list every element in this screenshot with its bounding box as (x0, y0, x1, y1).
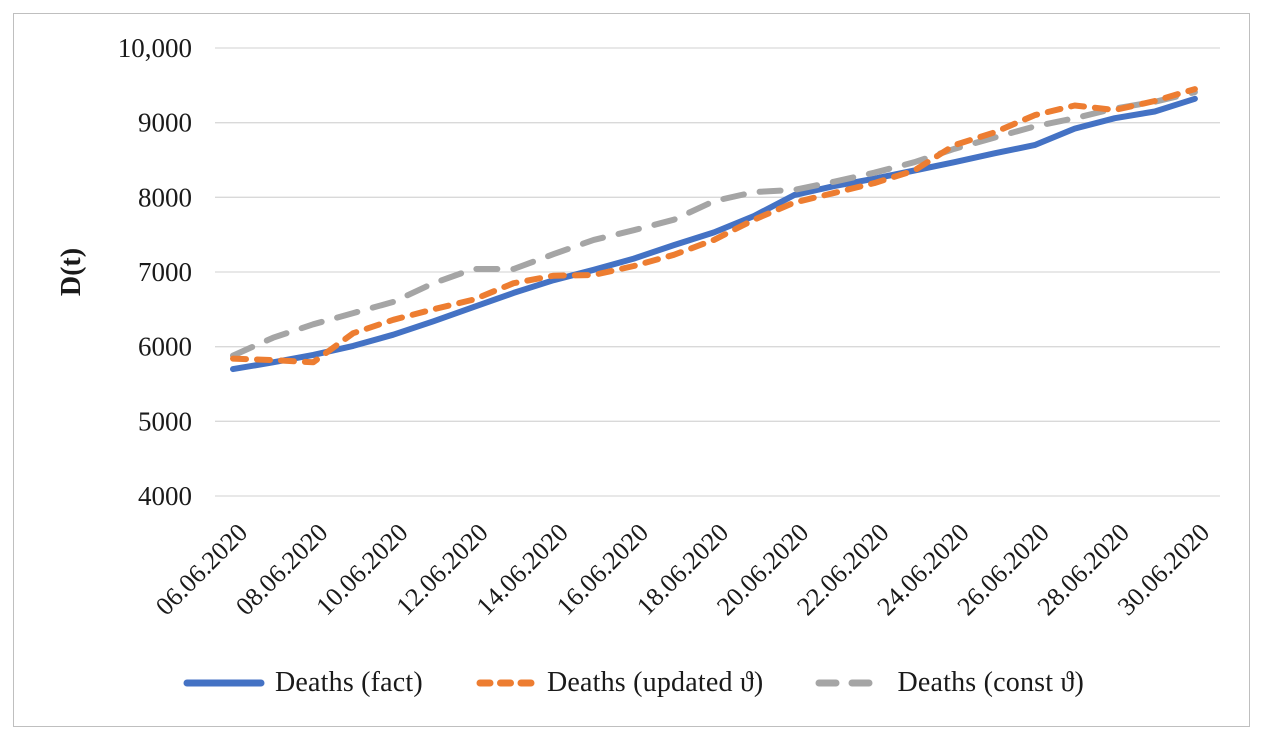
legend: Deaths (fact) Deaths (updated ϑ) Deaths … (0, 657, 1267, 709)
legend-item-deaths-fact: Deaths (fact) (183, 667, 423, 699)
short-dash-line-swatch (476, 679, 536, 687)
y-tick-label: 7000 (138, 257, 192, 287)
legend-item-deaths-updated: Deaths (updated ϑ) (475, 667, 764, 699)
y-tick-label: 8000 (138, 182, 192, 212)
series-line-2 (230, 86, 1198, 366)
legend-label: Deaths (const ϑ) (897, 667, 1085, 698)
y-tick-label: 4000 (138, 481, 192, 511)
series-line-1 (230, 95, 1198, 373)
legend-item-deaths-const: Deaths (const ϑ) (815, 667, 1084, 699)
y-tick-label: 5000 (138, 406, 192, 436)
solid-line-swatch (183, 679, 265, 687)
y-tick-label: 9000 (138, 108, 192, 138)
long-dash-line-swatch (815, 679, 887, 687)
chart-border (13, 13, 1250, 727)
legend-label: Deaths (fact) (274, 667, 423, 698)
y-tick-label: 6000 (138, 332, 192, 362)
y-axis-title: D(t) (56, 248, 87, 296)
series-line-3 (230, 89, 1198, 359)
legend-label: Deaths (updated ϑ) (546, 667, 764, 698)
y-tick-label: 10,000 (118, 33, 192, 63)
